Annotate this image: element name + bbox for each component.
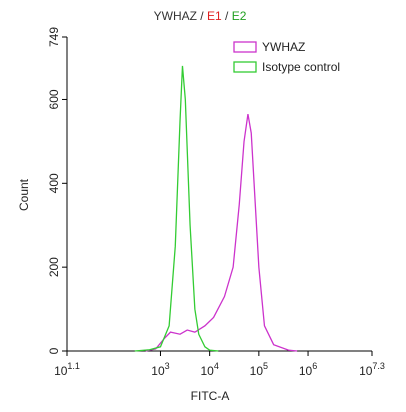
legend-label: Isotype control [262,60,340,74]
legend-swatch [233,61,257,73]
y-axis-label: Count [17,178,31,211]
title-part: E2 [232,9,247,23]
y-tick-label: 0 [47,347,61,354]
x-tick-power: 3 [165,361,170,371]
title-part: / [222,9,232,23]
x-tick-base: 10 [200,364,214,378]
legend-swatch [233,41,257,53]
x-tick-power: 5 [263,361,268,371]
y-tick-label: 749 [47,27,61,47]
x-tick-base: 10 [54,364,68,378]
x-tick-base: 10 [151,364,165,378]
x-tick-label: 107.3 [359,361,385,378]
x-tick-base: 10 [250,364,264,378]
x-tick-power: 7.3 [372,361,385,371]
chart-title: YWHAZ / E1 / E2 [154,9,247,23]
y-tick-label: 200 [47,257,61,277]
y-tick-label: 600 [47,89,61,109]
x-tick-label: 105 [250,361,268,378]
x-tick-label: 106 [299,361,317,378]
x-tick-label: 104 [200,361,218,378]
x-tick-power: 1.1 [67,361,80,371]
title-part: YWHAZ [154,9,197,23]
y-tick-label: 400 [47,173,61,193]
x-tick-power: 4 [214,361,219,371]
x-tick-power: 6 [312,361,317,371]
x-tick-base: 10 [299,364,313,378]
x-axis-label: FITC-A [191,389,230,403]
histogram-line [145,114,298,352]
legend-label: YWHAZ [262,40,305,54]
title-part: / [197,9,207,23]
x-tick-label: 101.1 [54,361,80,378]
histogram-line [134,65,219,352]
title-part: E1 [207,9,222,23]
x-tick-base: 10 [359,364,373,378]
x-tick-label: 103 [151,361,169,378]
